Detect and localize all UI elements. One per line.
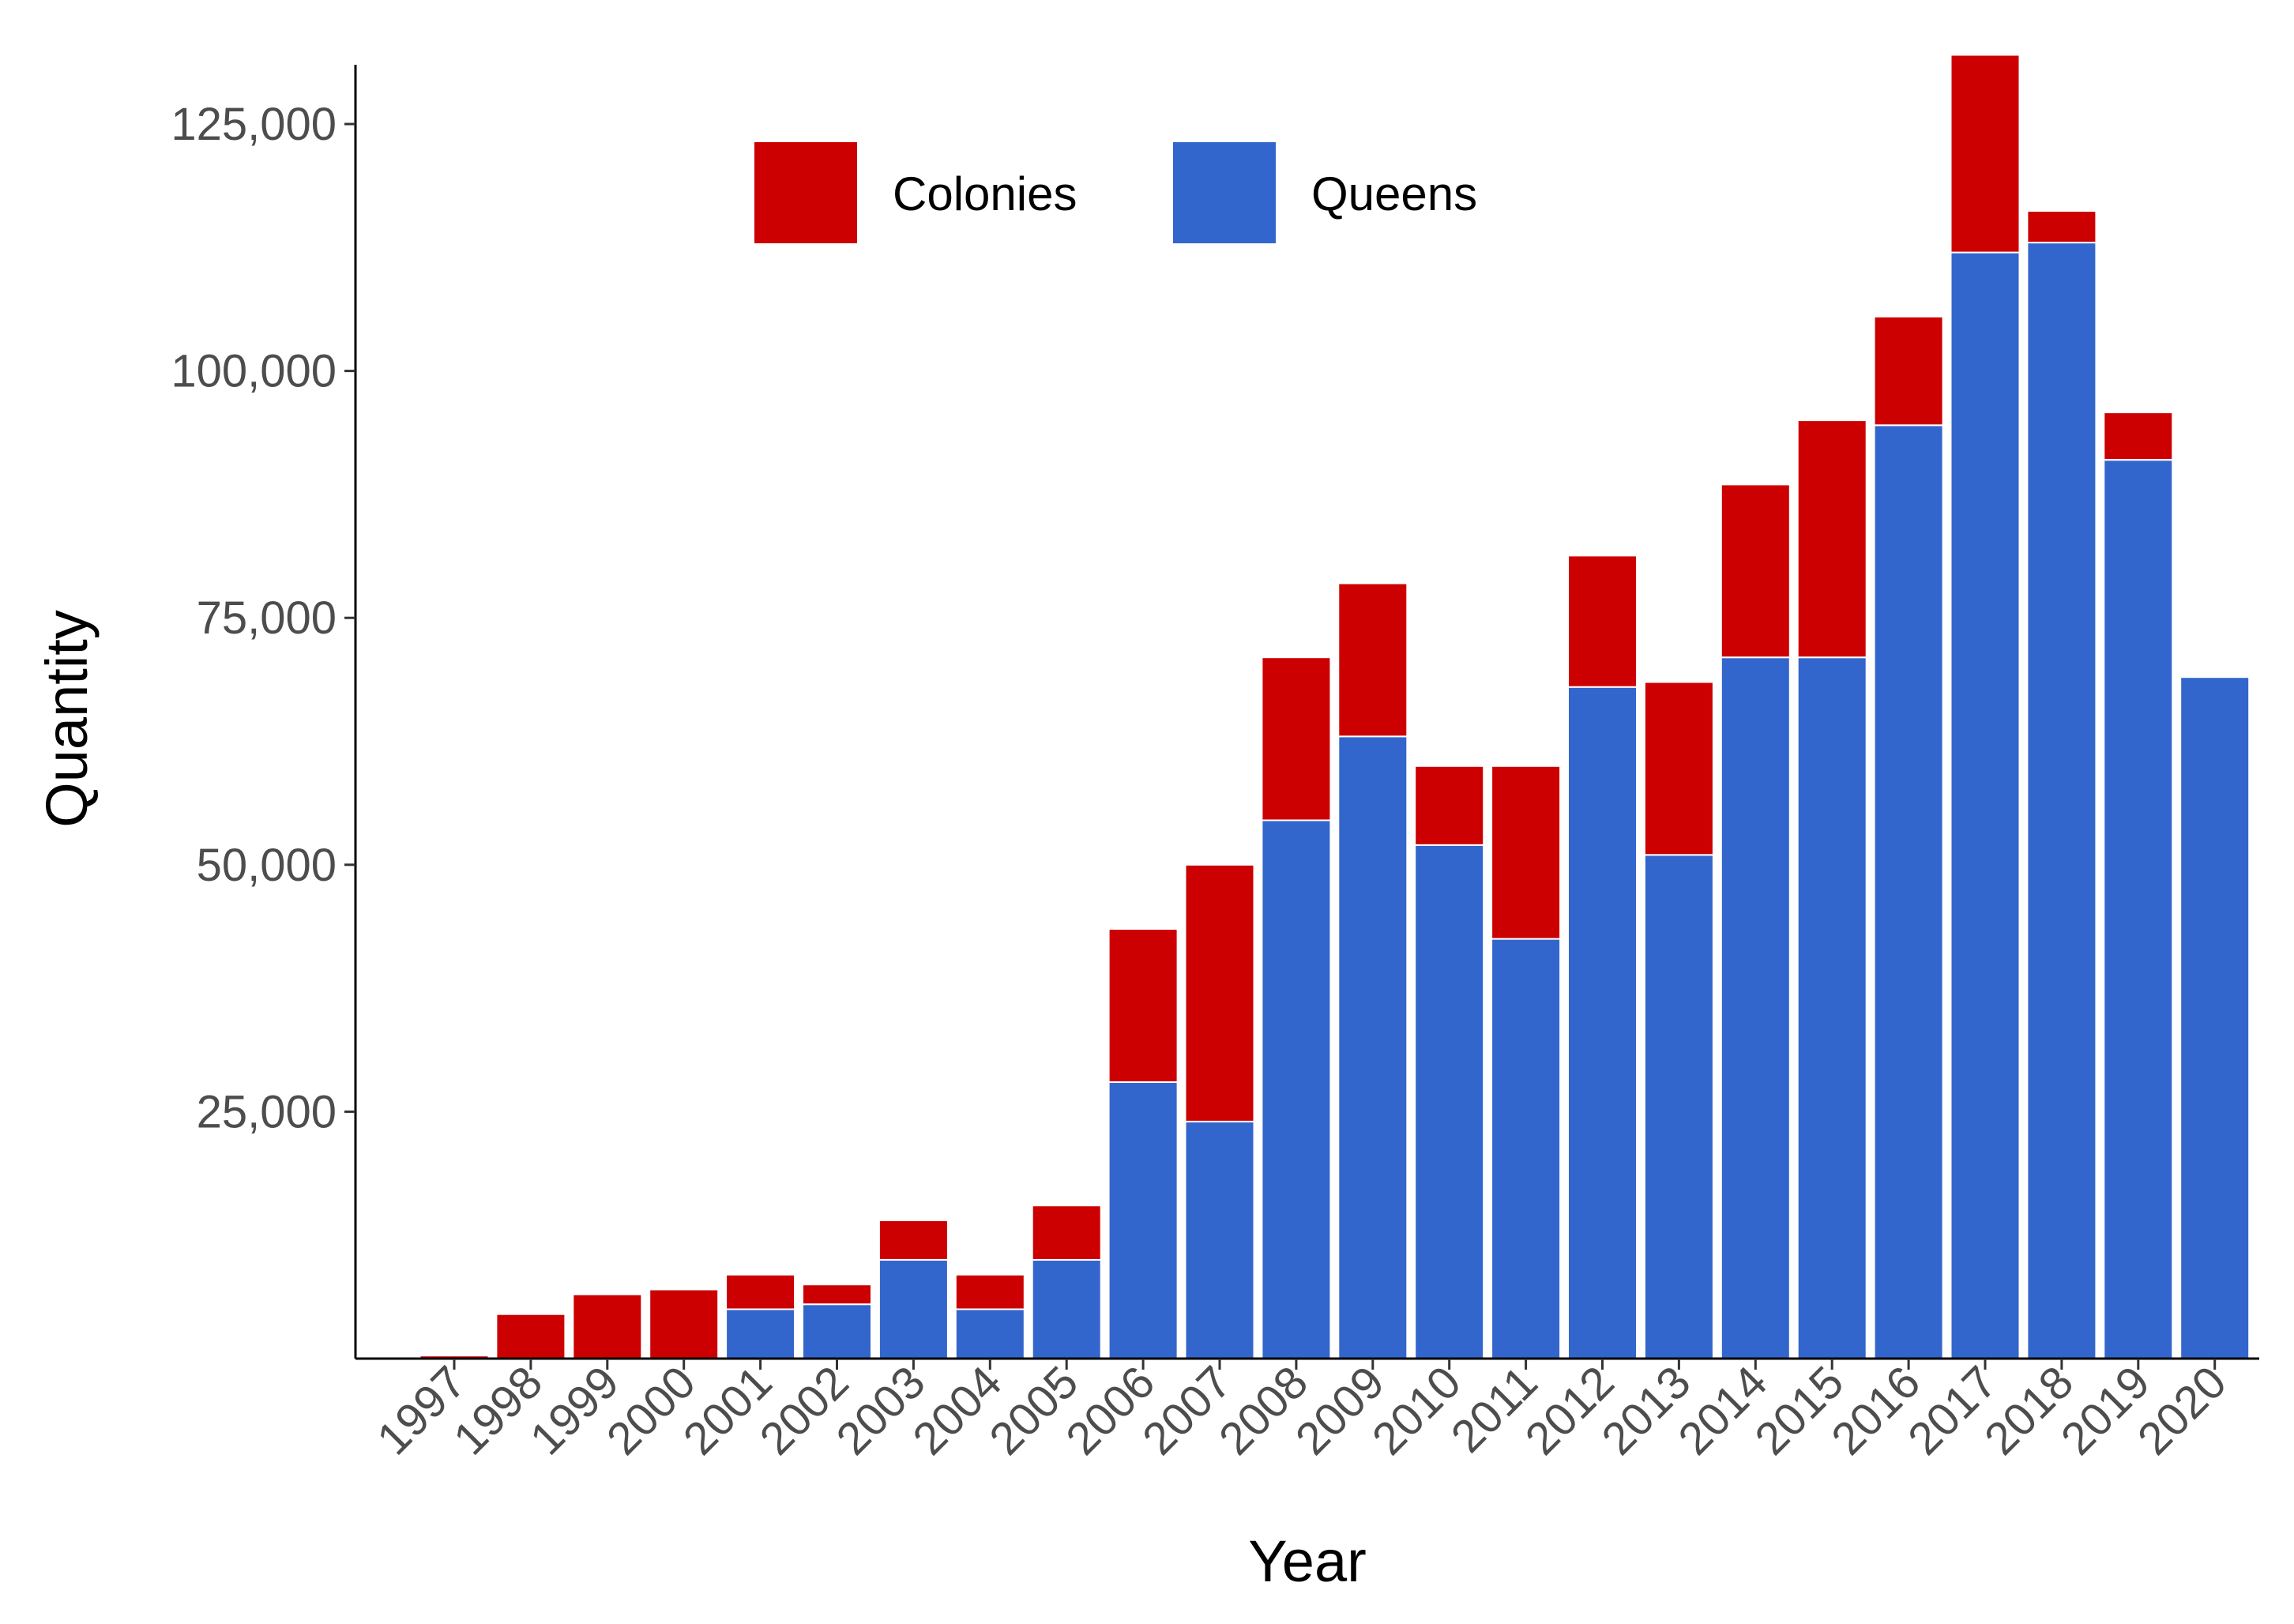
- bar-queens-2014: [1720, 656, 1791, 1359]
- y-tick-label: 50,000: [197, 840, 337, 891]
- bar-colonies-2017: [1950, 54, 2021, 254]
- x-tick-label-2008: 2008: [1209, 1356, 1318, 1464]
- bar-queens-2017: [1950, 251, 2021, 1360]
- bar-colonies-2018: [2026, 210, 2097, 244]
- x-axis-ticks: 1997199819992000200120022003200420052006…: [367, 1356, 2236, 1464]
- y-tick-label: 100,000: [171, 346, 337, 397]
- x-tick-label-2006: 2006: [1056, 1356, 1164, 1464]
- bar-colonies-2014: [1720, 483, 1791, 659]
- y-tick-label: 125,000: [171, 99, 337, 150]
- bar-queens-2002: [802, 1303, 872, 1359]
- x-tick-label-2014: 2014: [1668, 1356, 1777, 1464]
- bar-queens-2019: [2103, 459, 2174, 1360]
- bar-queens-2005: [1031, 1259, 1102, 1359]
- x-tick-label-2001: 2001: [674, 1356, 782, 1464]
- x-tick-label-2020: 2020: [2128, 1356, 2236, 1464]
- bar-colonies-1999: [572, 1293, 643, 1359]
- x-tick-label-2009: 2009: [1286, 1356, 1394, 1464]
- bar-colonies-2009: [1337, 582, 1408, 738]
- bar-colonies-2008: [1261, 656, 1332, 821]
- bar-queens-2018: [2026, 242, 2097, 1360]
- bar-colonies-2003: [878, 1219, 949, 1261]
- bar-queens-2011: [1491, 938, 1562, 1359]
- bar-queens-2009: [1337, 735, 1408, 1359]
- bar-colonies-2004: [954, 1273, 1025, 1310]
- x-tick-label-2019: 2019: [2051, 1356, 2160, 1464]
- bar-colonies-2012: [1567, 554, 1638, 688]
- bar-colonies-2019: [2103, 412, 2174, 461]
- bar-colonies-2002: [802, 1284, 872, 1306]
- y-tick-label: 25,000: [197, 1086, 337, 1137]
- x-tick-label-2017: 2017: [1898, 1356, 2006, 1464]
- legend: Colonies Queens: [754, 142, 1477, 243]
- x-tick-label-2012: 2012: [1515, 1356, 1623, 1464]
- bar-colonies-2013: [1643, 681, 1714, 856]
- y-tick-label: 75,000: [197, 592, 337, 644]
- bar-colonies-2015: [1796, 419, 1867, 659]
- x-tick-label-2016: 2016: [1822, 1356, 1930, 1464]
- bar-colonies-2005: [1031, 1205, 1102, 1261]
- x-axis-title: Year: [1248, 1528, 1367, 1594]
- x-tick-label-2004: 2004: [903, 1356, 1011, 1464]
- x-tick-label-2018: 2018: [1975, 1356, 2083, 1464]
- bar-queens-2003: [878, 1259, 949, 1359]
- bar-queens-2013: [1643, 854, 1714, 1360]
- x-tick-label-2005: 2005: [980, 1356, 1088, 1464]
- x-tick-label-2013: 2013: [1592, 1356, 1700, 1464]
- bar-colonies-2006: [1108, 928, 1179, 1083]
- x-tick-label-2002: 2002: [750, 1356, 858, 1464]
- legend-label-queens: Queens: [1311, 167, 1477, 220]
- x-tick-label-2003: 2003: [826, 1356, 935, 1464]
- bar-queens-2015: [1796, 656, 1867, 1359]
- x-tick-label-2000: 2000: [597, 1356, 705, 1464]
- legend-label-colonies: Colonies: [893, 167, 1077, 220]
- x-tick-label-1997: 1997: [367, 1356, 476, 1464]
- bar-queens-2006: [1108, 1081, 1179, 1360]
- bar-queens-2001: [725, 1308, 796, 1359]
- x-tick-label-2015: 2015: [1745, 1356, 1853, 1464]
- bar-queens-2010: [1414, 844, 1485, 1360]
- legend-swatch-colonies: [754, 142, 857, 243]
- bar-colonies-2001: [725, 1273, 796, 1310]
- bar-colonies-2007: [1184, 863, 1255, 1122]
- x-tick-label-2011: 2011: [1442, 1356, 1548, 1462]
- bar-colonies-2000: [649, 1288, 720, 1359]
- x-tick-label-1998: 1998: [444, 1356, 552, 1464]
- bar-queens-2012: [1567, 686, 1638, 1359]
- x-tick-label-2007: 2007: [1133, 1356, 1241, 1464]
- bar-queens-2008: [1261, 819, 1332, 1359]
- bar-colonies-2011: [1491, 765, 1562, 940]
- bar-colonies-2016: [1873, 315, 1944, 427]
- bar-colonies-2010: [1414, 765, 1485, 846]
- bars-layer: [419, 54, 2251, 1360]
- y-axis-title: Quantity: [34, 610, 100, 828]
- bar-colonies-1998: [495, 1313, 566, 1359]
- y-axis-ticks: 25,000 50,000 75,000 100,000 125,000: [171, 99, 355, 1137]
- x-tick-label-2010: 2010: [1363, 1356, 1471, 1464]
- bar-queens-2016: [1873, 424, 1944, 1359]
- bar-queens-2004: [954, 1308, 1025, 1359]
- bar-queens-2020: [2179, 676, 2251, 1359]
- bar-queens-2007: [1184, 1120, 1255, 1360]
- x-tick-label-1999: 1999: [521, 1356, 629, 1464]
- legend-swatch-queens: [1173, 142, 1276, 243]
